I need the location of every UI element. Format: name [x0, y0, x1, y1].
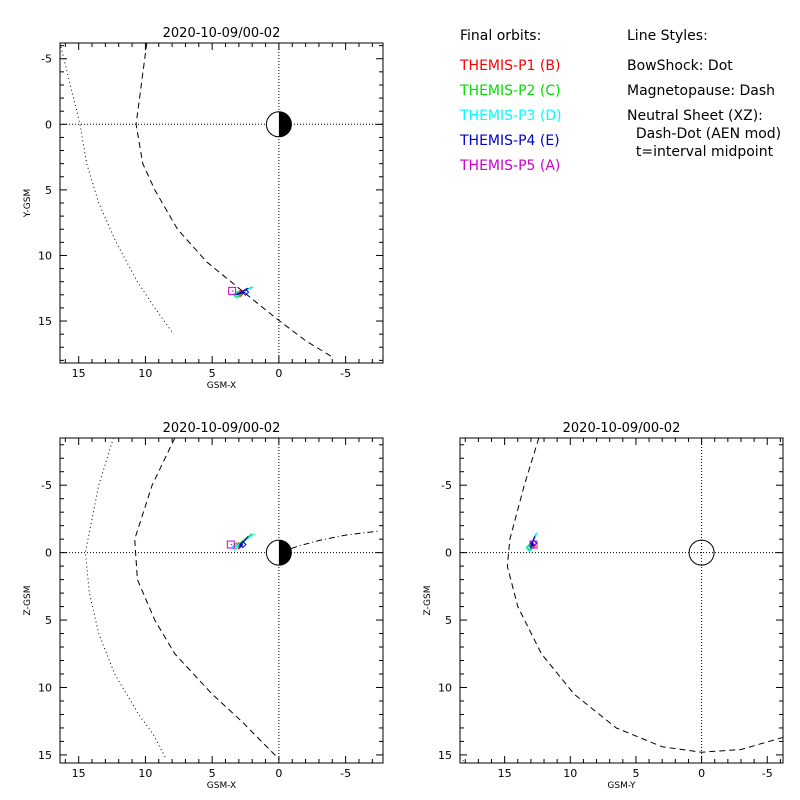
legend-style-midpoint: t=interval midpoint — [627, 144, 774, 160]
x-tick-label: 10 — [138, 367, 152, 380]
x-tick-label: 5 — [209, 767, 216, 780]
bowshock-curve — [84, 438, 166, 758]
x-tick-label: 0 — [275, 367, 282, 380]
earth-icon — [688, 539, 715, 566]
y-axis-label: Z-GSM — [423, 585, 433, 615]
x-tick-label: 10 — [138, 767, 152, 780]
y-tick-label: 5 — [45, 614, 52, 627]
legend-orbit-p1: THEMIS-P1 (B) — [459, 58, 560, 74]
plot-xz: 2020-10-09/00-02 15 10 5 0 -5 -5 0 5 10 15 GSM-X Z-G… — [23, 421, 384, 791]
neutral-sheet-curve — [278, 530, 380, 554]
x-axis-label: GSM-Y — [607, 781, 636, 791]
y-tick-label: -5 — [441, 479, 452, 492]
y-tick-label: 0 — [45, 118, 52, 131]
x-tick-label: -5 — [340, 367, 351, 380]
x-tick-label: 15 — [72, 767, 86, 780]
plot-frame — [59, 437, 384, 764]
x-axis-label: GSM-X — [207, 781, 236, 791]
x-tick-label: 0 — [275, 767, 282, 780]
earth-night-side — [278, 540, 292, 566]
x-tick-label: 5 — [209, 367, 216, 380]
y-tick-label: 10 — [38, 681, 52, 694]
x-tick-label: 15 — [498, 767, 512, 780]
orbit-end-marker — [231, 543, 239, 551]
y-tick-label: 10 — [438, 681, 452, 694]
x-tick-label: 0 — [698, 767, 705, 780]
orbit-end-marker — [239, 540, 247, 549]
plot-xy: 2020-10-09/00-02 15 10 5 0 -5 -5 0 5 10 15 GSM-X Y-G… — [23, 26, 384, 391]
legend-styles-title: Line Styles: — [627, 28, 708, 44]
y-tick-label: 10 — [38, 249, 52, 262]
orbit-end-marker — [529, 540, 538, 549]
y-tick-label: -5 — [41, 479, 52, 492]
earth-night-side — [278, 111, 292, 137]
y-axis-label: Y-GSM — [23, 189, 33, 218]
orbit-end-marker — [529, 539, 538, 547]
y-tick-label: 0 — [445, 547, 452, 560]
plot-title: 2020-10-09/00-02 — [163, 421, 281, 436]
magnetopause-curve — [135, 43, 334, 359]
legend-style-neutral-sheet: Neutral Sheet (XZ): — [627, 108, 763, 124]
x-tick-label: 5 — [632, 767, 639, 780]
orbit-end-marker — [226, 540, 235, 549]
y-tick-label: 15 — [38, 749, 52, 762]
x-axis-label: GSM-X — [207, 381, 236, 391]
magnetopause-curve — [506, 438, 783, 753]
legend: Final orbits: THEMIS-P1 (B) THEMIS-P2 (C… — [459, 28, 781, 174]
y-tick-label: 15 — [438, 749, 452, 762]
plot-title: 2020-10-09/00-02 — [563, 421, 681, 436]
x-tick-label: 10 — [563, 767, 577, 780]
orbit-line — [238, 536, 249, 548]
plot-frame — [59, 42, 384, 364]
y-tick-label: -5 — [41, 53, 52, 66]
legend-orbit-p2: THEMIS-P2 (C) — [459, 83, 561, 99]
orbit-end-marker — [228, 286, 237, 295]
y-tick-label: 5 — [45, 184, 52, 197]
plot-frame — [459, 437, 784, 764]
plot-yz: 2020-10-09/00-02 15 10 5 0 -5 -5 0 5 10 15 GSM-Y Z-G… — [423, 421, 784, 791]
legend-style-bowshock: BowShock: Dot — [627, 58, 733, 74]
legend-orbit-p3: THEMIS-P3 (D) — [459, 108, 562, 124]
plot-title: 2020-10-09/00-02 — [163, 26, 281, 41]
legend-orbit-p5: THEMIS-P5 (A) — [459, 158, 560, 174]
bowshock-curve — [60, 43, 174, 335]
y-tick-label: 5 — [445, 614, 452, 627]
y-tick-label: 15 — [38, 315, 52, 328]
legend-style-magnetopause: Magnetopause: Dash — [627, 83, 775, 99]
y-tick-label: 0 — [45, 547, 52, 560]
x-tick-label: -5 — [340, 767, 351, 780]
orbit-end-marker — [241, 288, 250, 296]
magnetopause-curve — [134, 438, 280, 760]
x-tick-label: -5 — [762, 767, 773, 780]
bowshock-curve — [460, 757, 466, 763]
legend-orbit-p4: THEMIS-P4 (E) — [459, 133, 560, 149]
legend-style-dash-dot: Dash-Dot (AEN mod) — [627, 126, 781, 142]
legend-orbits-title: Final orbits: — [460, 28, 541, 44]
x-tick-label: 15 — [72, 367, 86, 380]
y-axis-label: Z-GSM — [23, 585, 33, 615]
